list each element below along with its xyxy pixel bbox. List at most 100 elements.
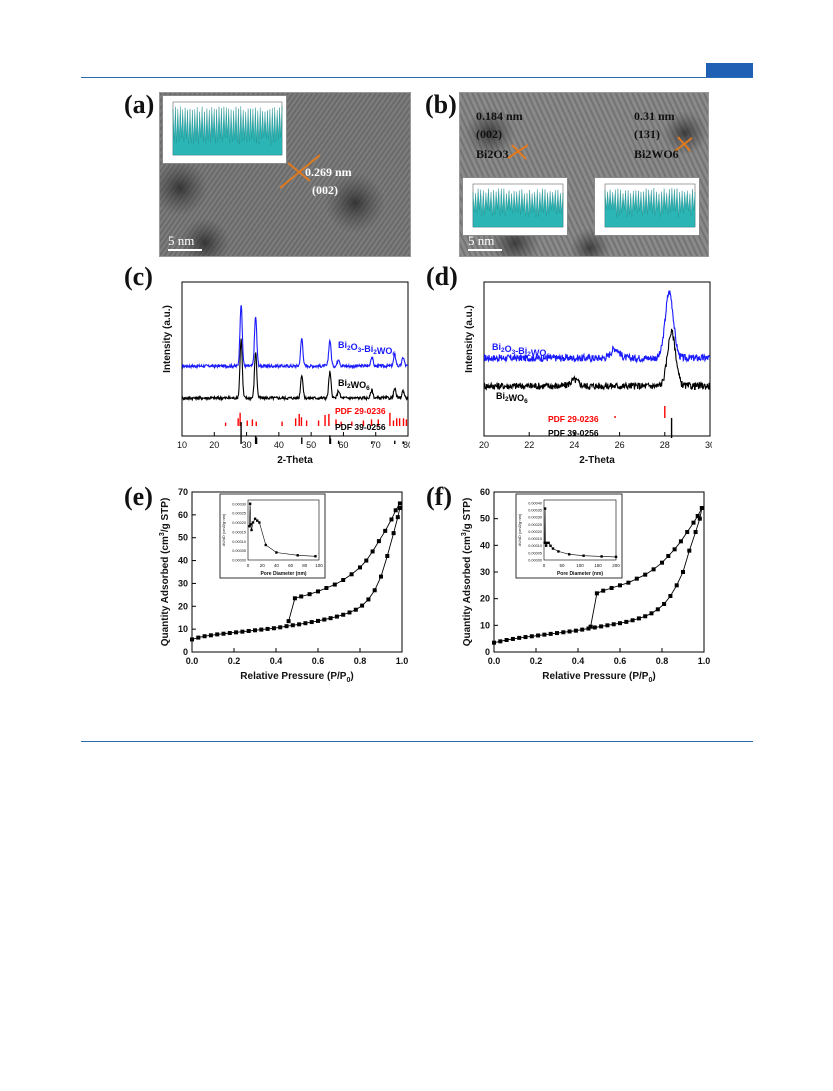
inset-y-tick-label: 0.00035: [528, 509, 542, 513]
inset-point: [258, 521, 261, 524]
tem-image-a: 0.269 nm (002) 5 nm: [159, 92, 411, 257]
inset-point: [249, 523, 253, 526]
adsorption-point: [542, 632, 547, 637]
adsorption-point: [265, 626, 270, 631]
adsorption-point: [529, 634, 534, 639]
adsorption-point: [592, 625, 597, 630]
adsorption-point: [668, 594, 673, 598]
desorption-point: [299, 594, 304, 599]
inset-x-tick-label: 40: [274, 563, 280, 568]
y-axis-label: Quantity Adsorbed (cm3/g STP): [159, 498, 171, 647]
adsorption-point: [202, 634, 207, 639]
adsorption-point: [196, 635, 201, 640]
adsorption-point: [555, 631, 559, 636]
inset-y-tick-label: 0.00000: [232, 559, 246, 563]
adsorption-point: [605, 623, 610, 628]
inset-point: [551, 547, 555, 550]
desorption-point: [292, 596, 297, 601]
plane-b-left: (002): [476, 127, 502, 141]
inset-point: [600, 555, 603, 558]
adsorption-point: [599, 624, 604, 629]
panel-d-label: (d): [426, 262, 458, 291]
inset-y-axis-label: dV/dD (cm3/g·nm): [517, 513, 522, 546]
desorption-point: [332, 582, 337, 587]
lattice-profile-fill: [604, 187, 696, 228]
phase-b-right: Bi2WO6: [634, 147, 679, 161]
adsorption-point: [580, 627, 585, 632]
inset-x-tick-label: 60: [288, 563, 294, 568]
adsorption-point: [687, 548, 692, 553]
x-tick-label: 0.0: [488, 656, 501, 666]
tem-inset-b-right: [594, 177, 700, 236]
adsorption-point: [536, 633, 541, 638]
inset-x-tick-label: 20: [260, 563, 266, 568]
reference-label-0: PDF 29-0236: [548, 414, 599, 424]
inset-y-axis-label: dV/dD (cm3/g·nm): [221, 513, 226, 546]
series-label-1: Bi2WO6: [338, 378, 370, 392]
scale-bar-b: 5 nm: [468, 233, 502, 251]
y-tick-label: 20: [178, 601, 188, 611]
tem-inset-b-left: [462, 177, 568, 236]
y-axis-label: Intensity (a.u.): [162, 305, 173, 373]
adsorption-point: [697, 516, 702, 521]
inset-point: [314, 555, 317, 558]
x-tick-label: 40: [274, 440, 284, 450]
adsorption-point: [309, 620, 314, 625]
scale-bar-a-text: 5 nm: [168, 233, 195, 248]
x-tick-label: 20: [209, 440, 219, 450]
inset-point: [544, 541, 547, 545]
series-line-1: [181, 338, 409, 402]
adsorption-point: [240, 629, 245, 634]
adsorption-point: [611, 622, 616, 627]
inset-point: [543, 507, 547, 510]
inset-y-tick-label: 0.00030: [528, 516, 542, 520]
x-axis-label: 2-Theta: [277, 455, 313, 466]
inset-x-tick-label: 150: [594, 563, 602, 568]
inset-y-tick-label: 0.00010: [528, 544, 542, 548]
desorption-point: [618, 583, 622, 588]
plot-frame: [181, 281, 409, 437]
desorption-point: [341, 578, 346, 582]
panel-c-label: (c): [124, 262, 153, 291]
x-tick-label: 1.0: [396, 656, 409, 666]
adsorption-point: [662, 602, 667, 606]
bet-chart-f: 0.0 0.2 0.4 0.6 0.8 1.0 0 10 20 30 40 50 60 Relative …: [461, 487, 710, 684]
adsorption-point: [271, 626, 276, 631]
desorption-point: [626, 580, 631, 585]
x-tick-label: 50: [306, 440, 316, 450]
adsorption-point: [523, 635, 528, 640]
adsorption-point: [234, 630, 239, 635]
footer-rule: [81, 741, 753, 742]
desorption-point: [643, 572, 648, 577]
adsorption-point: [246, 628, 251, 633]
inset-x-tick-label: 0: [247, 563, 250, 568]
adsorption-point: [347, 610, 352, 615]
adsorption-point: [586, 626, 591, 631]
x-tick-label: 0.2: [228, 656, 241, 666]
inset-y-tick-label: 0.00040: [528, 501, 542, 505]
inset-point: [250, 528, 253, 532]
adsorption-point: [322, 617, 327, 622]
scale-bar-b-line: [468, 249, 502, 251]
adsorption-point: [385, 554, 390, 558]
desorption-point: [397, 501, 402, 506]
lattice-profile-a: [172, 101, 283, 156]
series-label-0: Bi2O3-Bi2WO6: [338, 340, 396, 358]
desorption-point: [376, 539, 381, 544]
adsorption-point: [372, 588, 377, 593]
series-label-0: Bi2O3-Bi2WO6: [492, 342, 550, 360]
adsorption-point: [504, 638, 509, 642]
adsorption-point: [328, 616, 333, 621]
inset-point: [251, 521, 255, 524]
inset-x-tick-label: 0: [543, 563, 546, 568]
inset-point: [546, 541, 549, 545]
xrd-chart-d: 20 22 24 26 28 30 2-Theta Intensity (a.u.) Bi2O3…: [464, 281, 712, 466]
journal-badge: [706, 63, 753, 77]
y-tick-label: 50: [480, 514, 490, 524]
desorption-point: [588, 624, 593, 629]
adsorption-point: [190, 637, 194, 642]
desorption-point: [601, 588, 606, 593]
adsorption-point: [334, 614, 339, 619]
adsorption-point: [284, 624, 289, 629]
series-line-0: [483, 290, 711, 364]
